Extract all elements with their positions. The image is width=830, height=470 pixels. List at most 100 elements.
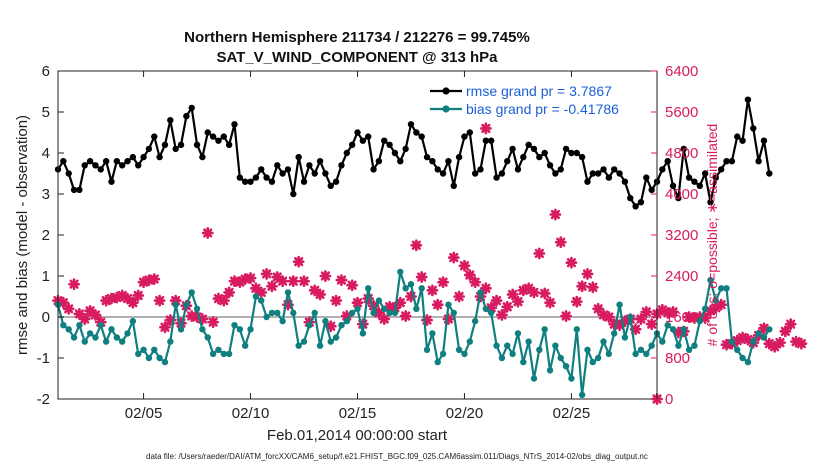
bias-point (434, 358, 441, 366)
y-tick-label: 5 (42, 104, 50, 121)
rmse-point (220, 133, 227, 140)
x-tick-label: 02/15 (339, 405, 377, 422)
rmse-point (391, 149, 399, 157)
rmse-point (322, 170, 329, 177)
rmse-point (407, 121, 415, 128)
rmse-point (306, 162, 313, 169)
rmse-point (65, 170, 72, 177)
rmse-point (504, 158, 511, 165)
bias-point (338, 322, 345, 329)
chart-title: Northern Hemisphere 211734 / 212276 = 99… (184, 29, 530, 46)
obs-marker (378, 313, 391, 325)
obs-marker (126, 296, 139, 309)
bias-point (520, 358, 527, 366)
obs-marker (287, 275, 300, 288)
rmse-point (637, 199, 645, 206)
obs-marker (148, 273, 161, 285)
bias-point (707, 276, 714, 284)
rmse-point (471, 170, 479, 177)
bias-point (220, 350, 227, 358)
bias-point (504, 342, 511, 349)
rmse-point (290, 190, 297, 198)
rmse-point (712, 174, 720, 181)
rmse-point (364, 133, 372, 140)
bias-point (397, 268, 404, 276)
y-axis-left: -2 -1 0 1 2 3 4 5 6 (37, 63, 64, 408)
bias-point (712, 297, 720, 304)
rmse-point (477, 166, 484, 173)
legend-bias-label: bias grand pr = -0.41786 (466, 101, 619, 117)
bias-point (407, 281, 415, 288)
bias-point (92, 334, 99, 341)
rmse-point (204, 129, 211, 136)
rmse-point (493, 174, 500, 181)
obs-marker (640, 305, 653, 318)
rmse-point (755, 158, 762, 165)
obs-marker (330, 294, 343, 307)
rmse-point (258, 166, 265, 173)
obs-marker (298, 275, 310, 288)
obs-marker (244, 272, 257, 284)
rmse-point (92, 162, 99, 169)
rmse-point (129, 153, 137, 161)
obs-marker (501, 300, 514, 313)
y-tick-label: -1 (37, 350, 50, 367)
obs-marker (479, 282, 492, 295)
rmse-point (284, 166, 292, 173)
obs-marker (774, 336, 786, 349)
rmse-point (338, 162, 345, 169)
y-tick-label: -2 (37, 391, 50, 408)
rmse-point (648, 186, 655, 194)
obs-marker (667, 305, 679, 318)
rmse-point (723, 158, 730, 165)
rmse-point (231, 121, 238, 128)
rmse-point (118, 162, 126, 169)
bias-point (359, 330, 367, 337)
rmse-point (177, 141, 185, 148)
bias-point (621, 334, 629, 341)
rmse-point (696, 182, 703, 189)
obs-marker (132, 289, 145, 302)
rmse-point (685, 174, 693, 181)
legend-bias-marker (442, 105, 450, 113)
bias-point (316, 342, 324, 349)
rmse-point (461, 133, 468, 140)
rmse-point (530, 145, 538, 153)
bias-point (284, 289, 292, 296)
rmse-point (589, 170, 597, 177)
rmse-point (348, 141, 356, 148)
bias-point (279, 317, 286, 325)
bias-point (675, 342, 682, 349)
rmse-point (659, 166, 666, 173)
bias-point (659, 338, 666, 345)
rmse-point (247, 178, 254, 185)
bias-point (546, 367, 554, 374)
rmse-point (680, 145, 687, 153)
bias-point (354, 305, 361, 312)
bias-point (541, 326, 548, 333)
bias-point (723, 285, 730, 292)
rmse-point (151, 133, 158, 140)
rmse-point (359, 137, 367, 144)
rmse-point (386, 141, 393, 148)
chart-subtitle: SAT_V_WIND_COMPONENT @ 313 hPa (216, 49, 498, 66)
obs-marker (399, 310, 412, 322)
bias-point (161, 358, 169, 366)
rmse-point (76, 186, 83, 194)
bias-point (311, 309, 318, 317)
rmse-point (252, 174, 260, 181)
y-tick-label: 2 (42, 227, 50, 244)
y-tick-label: 1 (42, 268, 50, 285)
rmse-point (145, 145, 153, 153)
bias-point (525, 338, 532, 345)
bias-point (290, 309, 297, 317)
bias-point (637, 346, 645, 353)
rmse-point (279, 170, 286, 177)
bias-point (445, 301, 452, 308)
bias-point (632, 350, 639, 358)
rmse-point (488, 137, 495, 144)
bias-point (375, 297, 383, 304)
bias-point (231, 322, 238, 329)
bias-point (766, 326, 773, 333)
bias-point (471, 317, 479, 325)
